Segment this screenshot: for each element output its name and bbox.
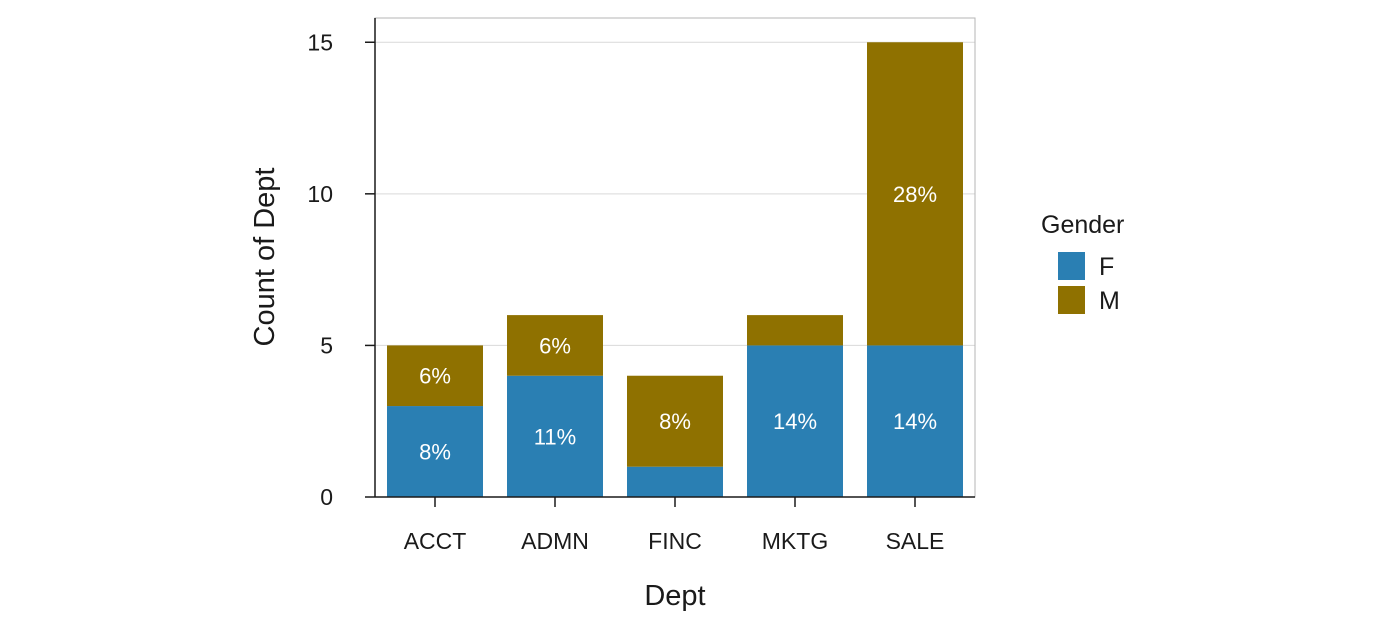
bar-F-ADMN: [507, 375, 603, 497]
y-axis-ticks: 0 5 10 15: [307, 29, 375, 510]
y-tick-label: 5: [320, 332, 333, 358]
x-axis-ticks: ACCT ADMN FINC MKTG SALE: [404, 497, 945, 554]
bar-F-FINC: [627, 466, 723, 497]
bar-value-label: 11%: [534, 424, 576, 449]
bar-value-label: 6%: [539, 333, 571, 358]
bar-F-SALE: [867, 345, 963, 497]
y-tick-label: 10: [307, 181, 333, 207]
legend-items: FM: [1058, 252, 1120, 315]
bar-value-label: 14%: [773, 409, 817, 434]
bar-M-ACCT: [387, 345, 483, 407]
y-tick-label: 0: [320, 484, 333, 510]
bar-M-ADMN: [507, 315, 603, 376]
y-axis-title: Count of Dept: [249, 168, 281, 347]
bar-value-label: 6%: [419, 364, 451, 389]
legend-label-F: F: [1099, 253, 1114, 281]
x-tick-label: MKTG: [762, 528, 828, 554]
x-tick-label: ADMN: [521, 528, 589, 554]
legend-title: Gender: [1041, 211, 1124, 239]
bar-value-label: 28%: [893, 182, 937, 207]
legend: Gender FM: [1041, 211, 1124, 315]
x-axis-title: Dept: [644, 580, 705, 612]
y-tick-label: 15: [307, 29, 333, 55]
bar-value-label: 8%: [659, 409, 691, 434]
bar-value-label: 14%: [893, 409, 937, 434]
legend-label-M: M: [1099, 287, 1120, 315]
bar-M-MKTG: [747, 315, 843, 346]
bars: [387, 42, 963, 497]
x-tick-label: SALE: [886, 528, 945, 554]
bar-F-ACCT: [387, 406, 483, 497]
bar-labels: 8% 11% 14% 14% 6% 6% 8% 28%: [419, 182, 937, 465]
bar-F-MKTG: [747, 345, 843, 497]
bar-M-SALE: [867, 42, 963, 346]
bar-value-label: 8%: [419, 440, 451, 465]
legend-swatch-M: [1058, 286, 1085, 314]
bar-M-FINC: [627, 375, 723, 467]
legend-swatch-F: [1058, 252, 1085, 280]
x-tick-label: ACCT: [404, 528, 467, 554]
x-tick-label: FINC: [648, 528, 702, 554]
